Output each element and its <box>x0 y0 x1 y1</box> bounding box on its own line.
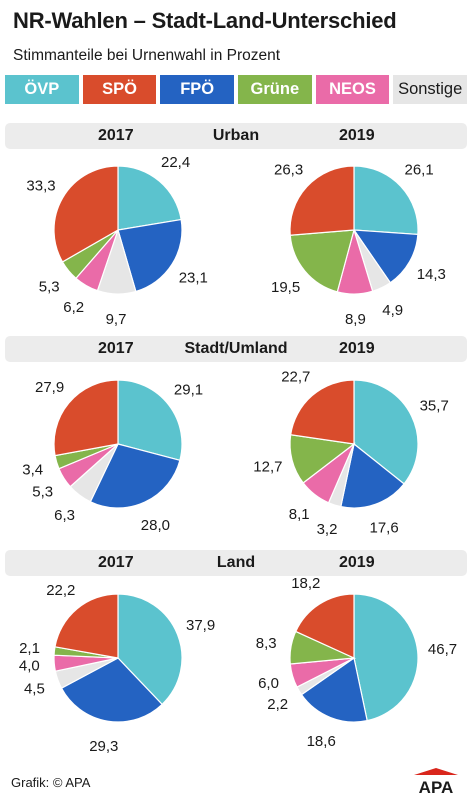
slice-value-label: 33,3 <box>26 177 55 194</box>
section-header-land: 2017 Land 2019 <box>5 550 467 576</box>
pie-slice-oevp <box>353 379 419 485</box>
pie-slice-fpoe <box>352 229 419 284</box>
pie-slice-spoe <box>53 165 119 263</box>
slice-value-label: 3,4 <box>22 461 43 478</box>
slice-value-label: 8,1 <box>289 506 310 523</box>
legend-label: NEOS <box>329 80 376 98</box>
year-label-right: 2019 <box>339 127 375 144</box>
pie-slice-spoe <box>54 593 119 659</box>
source-credit: Grafik: © APA <box>11 775 91 790</box>
slice-value-label: 22,7 <box>281 369 310 386</box>
slice-value-label: 4,5 <box>24 680 45 697</box>
slice-value-label: 19,5 <box>271 279 300 296</box>
year-label-left: 2017 <box>98 340 134 357</box>
legend-label: Sonstige <box>398 80 463 98</box>
slice-value-label: 3,2 <box>317 521 338 538</box>
legend-item-spoe: SPÖ <box>82 75 157 104</box>
section-header-urban: 2017 Urban 2019 <box>5 123 467 149</box>
region-label: Land <box>216 554 256 571</box>
slice-value-label: 22,4 <box>161 154 190 171</box>
legend-label: ÖVP <box>24 80 60 98</box>
pie-slice-oevp <box>117 379 183 462</box>
legend-label: FPÖ <box>180 80 215 98</box>
slice-value-label: 2,2 <box>267 696 288 713</box>
pie-slice-gruene <box>289 229 355 293</box>
slice-value-label: 6,3 <box>54 507 75 524</box>
year-label-left: 2017 <box>98 554 134 571</box>
legend-item-oevp: ÖVP <box>5 75 79 104</box>
slice-value-label: 8,3 <box>256 635 277 652</box>
slice-value-label: 27,9 <box>35 379 64 396</box>
slice-value-label: 18,2 <box>291 575 320 592</box>
year-label-right: 2019 <box>339 554 375 571</box>
legend-item-neos: NEOS <box>315 75 390 104</box>
year-label-left: 2017 <box>98 127 134 144</box>
legend: ÖVP SPÖ FPÖ Grüne NEOS Sonstige <box>5 75 468 104</box>
section-header-stadt-umland: 2017 Stadt/Umland 2019 <box>5 336 467 362</box>
pie-slice-fpoe <box>89 443 181 509</box>
slice-value-label: 5,3 <box>32 484 53 501</box>
slice-value-label: 26,1 <box>404 161 433 178</box>
pie-slice-fpoe <box>300 656 368 723</box>
slice-value-label: 6,2 <box>63 299 84 316</box>
pie-slice-spoe <box>289 165 355 236</box>
pie-slice-oevp <box>353 165 419 236</box>
region-label: Stadt/Umland <box>184 340 288 357</box>
year-label-right: 2019 <box>339 340 375 357</box>
slice-value-label: 18,6 <box>307 733 336 750</box>
slice-value-label: 5,3 <box>39 279 60 296</box>
apa-logo: APA <box>414 768 458 794</box>
legend-label: Grüne <box>250 80 300 98</box>
region-label: Urban <box>212 127 260 144</box>
pie-slice-spoe <box>53 379 119 457</box>
slice-value-label: 26,3 <box>274 162 303 179</box>
slice-value-label: 22,2 <box>46 582 75 599</box>
slice-value-label: 6,0 <box>258 675 279 692</box>
slice-value-label: 29,1 <box>174 382 203 399</box>
pie-slice-spoe <box>294 593 355 659</box>
pie-slice-oevp <box>117 593 183 706</box>
legend-item-gruene: Grüne <box>238 75 312 104</box>
slice-value-label: 46,7 <box>428 641 457 658</box>
slice-value-label: 37,9 <box>186 617 215 634</box>
slice-value-label: 29,3 <box>89 738 118 755</box>
legend-item-fpoe: FPÖ <box>160 75 235 104</box>
legend-label: SPÖ <box>102 80 137 98</box>
slice-value-label: 9,7 <box>106 311 127 328</box>
pie-slice-oevp <box>117 165 182 231</box>
apa-logo-text: APA <box>419 778 454 794</box>
slice-value-label: 4,0 <box>19 657 40 674</box>
slice-value-label: 4,9 <box>382 302 403 319</box>
slice-value-label: 2,1 <box>19 640 40 657</box>
legend-item-sonstige: Sonstige <box>393 75 468 104</box>
slice-value-label: 12,7 <box>253 458 282 475</box>
chart-title: NR-Wahlen – Stadt-Land-Unterschied <box>13 8 397 33</box>
slice-value-label: 8,9 <box>345 311 366 328</box>
pie-slice-oevp <box>353 593 419 722</box>
slice-value-label: 17,6 <box>369 520 398 537</box>
pie-slice-spoe <box>289 379 355 445</box>
slice-value-label: 14,3 <box>417 266 446 283</box>
slice-value-label: 23,1 <box>179 270 208 287</box>
slice-value-label: 35,7 <box>420 397 449 414</box>
chart-subtitle: Stimmanteile bei Urnenwahl in Prozent <box>13 47 281 64</box>
pie-slice-fpoe <box>117 218 183 293</box>
pie-slice-fpoe <box>60 657 163 723</box>
pie-slice-fpoe <box>340 442 405 509</box>
slice-value-label: 28,0 <box>141 517 170 534</box>
